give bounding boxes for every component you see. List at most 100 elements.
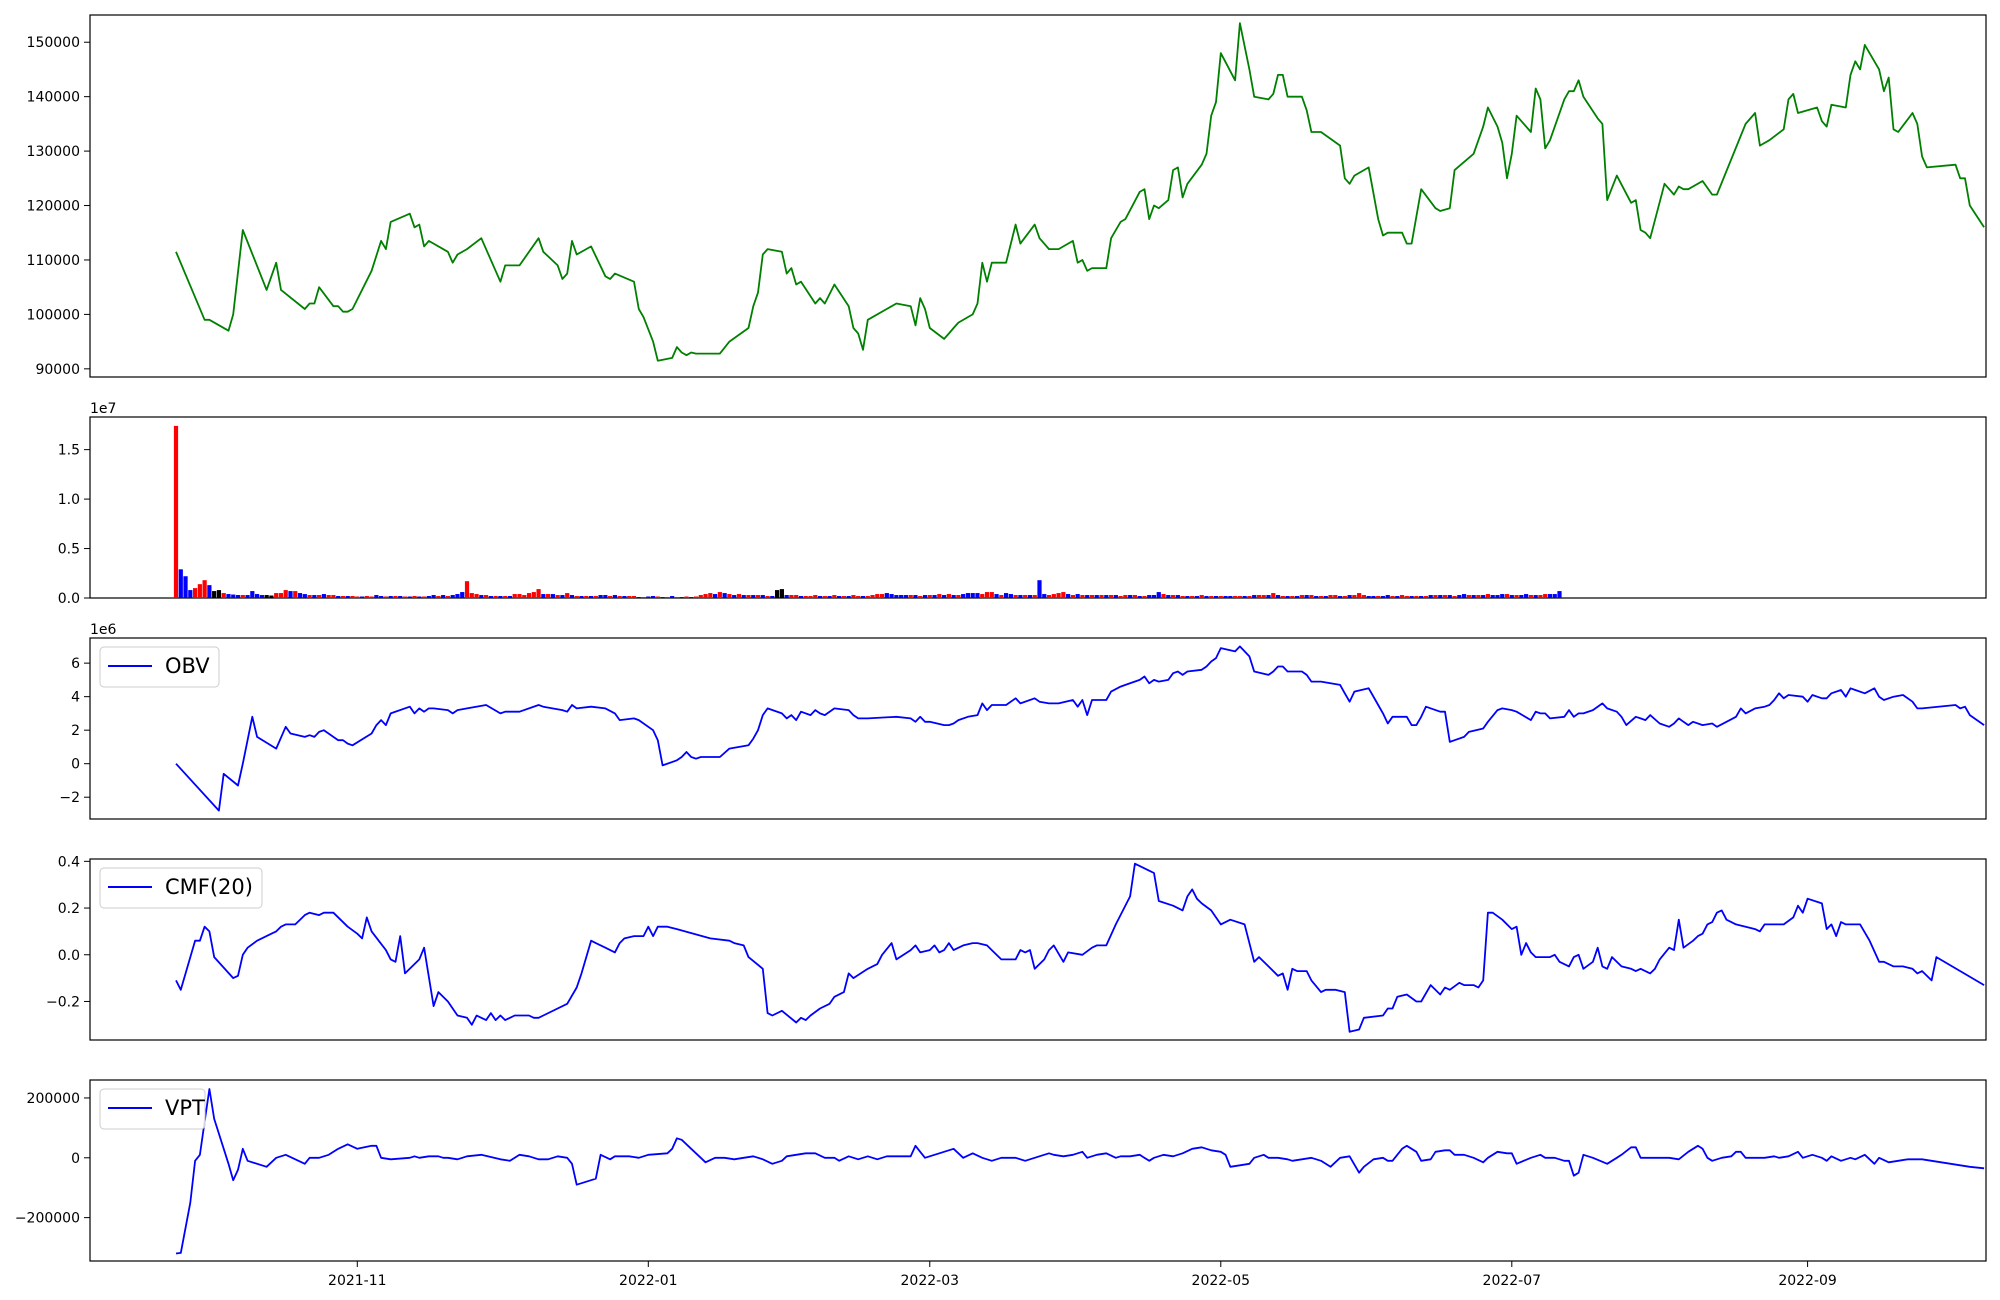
volume-bar [1495, 595, 1500, 598]
volume-bar [722, 593, 727, 598]
volume-bar [822, 596, 827, 598]
cmf-y-tick-label: −0.2 [46, 994, 80, 1010]
obv-y-tick-label: 6 [71, 656, 80, 672]
volume-bar [708, 593, 713, 598]
volume-bar [674, 597, 680, 598]
volume-bar [965, 593, 971, 598]
volume-bar [1290, 596, 1295, 598]
volume-bar [393, 596, 398, 598]
volume-bar [1447, 595, 1452, 598]
volume-bar [794, 595, 799, 598]
volume-bar [665, 597, 670, 598]
cmf-series-line [175, 862, 1985, 1033]
volume-bar [1347, 595, 1352, 598]
volume-bar [727, 594, 732, 598]
volume-bar [1299, 595, 1304, 598]
volume-bar [1118, 596, 1123, 598]
volume-bar [1366, 596, 1371, 598]
volume-bar [813, 595, 818, 598]
volume-bar [212, 591, 217, 598]
volume-bar [1409, 596, 1414, 598]
volume-bar [593, 596, 598, 598]
volume-bar [173, 425, 179, 598]
volume-bar [488, 596, 493, 598]
volume-bar [1395, 596, 1400, 598]
volume-bar [670, 596, 675, 598]
volume-bar [856, 596, 861, 598]
volume-bar [274, 593, 279, 598]
volume-y-tick-label: 0.0 [58, 591, 80, 607]
volume-bar [402, 596, 408, 598]
volume-bar [1066, 594, 1071, 598]
volume-bar [612, 595, 618, 598]
cmf-y-tick-label: 0.2 [58, 901, 80, 917]
volume-bar [1170, 595, 1176, 598]
volume-bar [512, 594, 517, 598]
volume-bar [450, 595, 455, 598]
volume-bar [1237, 596, 1242, 598]
volume-bar [1361, 595, 1367, 598]
volume-bar [1461, 594, 1467, 598]
volume-bar [732, 595, 737, 598]
volume-bar [1070, 595, 1075, 598]
volume-bar [941, 595, 947, 598]
volume-bar [493, 596, 498, 598]
volume-bar [1552, 594, 1557, 598]
volume-bar [259, 595, 264, 598]
volume-bar [1466, 595, 1471, 598]
volume-bar [927, 595, 932, 598]
volume-bar [1414, 596, 1419, 598]
price-series-line [175, 22, 1985, 362]
obv-y-tick-label: 4 [71, 690, 80, 706]
volume-bar [922, 595, 928, 598]
volume-bar [1247, 596, 1252, 598]
volume-bar [1147, 595, 1152, 598]
volume-bar [1328, 595, 1333, 598]
volume-bar [579, 596, 584, 598]
volume-bar [918, 596, 923, 598]
obv-y-tick-label: −2 [59, 790, 80, 806]
volume-bar [441, 595, 446, 598]
volume-bar [340, 596, 346, 598]
volume-bar [999, 595, 1004, 598]
volume-bar [984, 592, 990, 598]
volume-bar [1271, 593, 1276, 598]
volume-bar [908, 595, 913, 598]
price-y-tick-label: 140000 [27, 90, 80, 106]
volume-bar [789, 595, 794, 598]
price-y-tick-label: 90000 [35, 362, 80, 378]
volume-bar [1337, 596, 1343, 598]
volume-bar [355, 596, 360, 598]
cmf-legend-box [99, 867, 263, 909]
volume-bar [646, 596, 651, 598]
volume-bar [1385, 595, 1390, 598]
x-tick-label: 2022-05 [1192, 1273, 1251, 1289]
volume-bar [1046, 595, 1052, 598]
volume-bar [827, 596, 832, 598]
volume-bar [550, 594, 555, 598]
volume-bar [1419, 596, 1424, 598]
price-y-tick-label: 150000 [27, 35, 80, 51]
cmf-legend: CMF(20) [99, 867, 263, 909]
volume-bar [1485, 594, 1491, 598]
volume-bar [312, 595, 317, 598]
volume-bar [841, 596, 847, 598]
volume-bar [326, 595, 331, 598]
volume-bar [603, 595, 608, 598]
volume-bar [808, 596, 813, 598]
volume-bar [302, 594, 307, 598]
volume-bar [1256, 595, 1262, 598]
volume-bar [1333, 595, 1338, 598]
volume-bar [903, 595, 909, 598]
volume-bar [946, 594, 951, 598]
volume-bar [1218, 596, 1223, 598]
volume-bar [398, 596, 403, 598]
volume-bar [546, 594, 551, 598]
volume-bar [216, 590, 222, 598]
vpt-y-tick-label: 0 [71, 1151, 80, 1167]
volume-bar [1399, 595, 1405, 598]
volume-bar [860, 596, 866, 598]
volume-bar [937, 594, 942, 598]
volume-bar [679, 597, 684, 598]
